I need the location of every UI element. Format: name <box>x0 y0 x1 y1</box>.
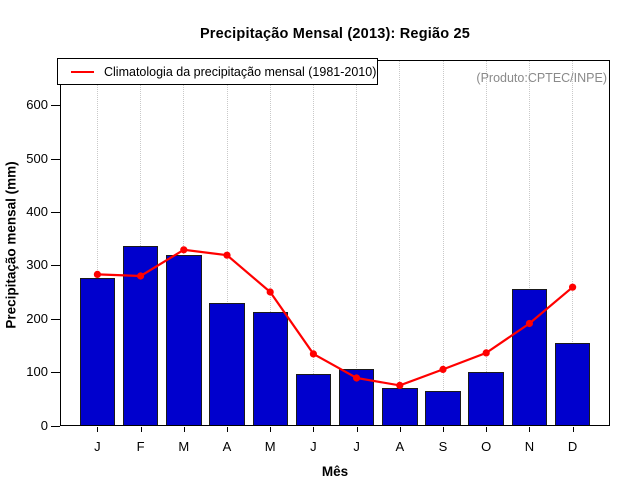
climatology-point-10 <box>482 349 490 357</box>
y-tick-label-300: 300 <box>26 257 48 273</box>
climatology-line-layer <box>93 246 577 389</box>
climatology-point-8 <box>396 381 404 389</box>
y-tick-label-100: 100 <box>26 364 48 380</box>
gridline-1 <box>96 60 98 426</box>
x-tick-11 <box>529 427 531 432</box>
x-tick-1 <box>97 427 99 432</box>
bar-6-J <box>295 374 332 426</box>
climatology-polyline <box>97 248 574 387</box>
legend-line-sample <box>71 70 94 73</box>
legend-label: Climatologia da precipitação mensal (198… <box>104 64 377 79</box>
y-axis-title: Precipitação mensal (mm) <box>3 161 19 329</box>
plot-area <box>60 60 610 426</box>
x-tick-12 <box>572 427 574 432</box>
y-tick-300 <box>51 265 60 267</box>
bar-11-N <box>511 288 548 426</box>
x-tick-3 <box>183 427 185 432</box>
x-tick-label-2-F: F <box>136 439 145 454</box>
climatology-point-4 <box>223 251 231 259</box>
climatology-point-12 <box>569 283 577 291</box>
gridline-12 <box>572 60 574 426</box>
y-tick-100 <box>51 372 60 374</box>
climatology-point-6 <box>309 350 317 358</box>
bar-3-M <box>166 254 202 426</box>
bar-12-D <box>554 342 591 426</box>
x-tick-label-3-M: M <box>178 439 190 454</box>
y-tick-200 <box>51 318 60 320</box>
x-tick-label-1-J: J <box>94 439 101 454</box>
gridline-4 <box>226 60 228 426</box>
y-tick-label-200: 200 <box>26 310 48 326</box>
x-tick-label-11-N: N <box>524 439 535 454</box>
bar-10-O <box>468 371 504 426</box>
x-tick-2 <box>140 427 142 432</box>
x-tick-7 <box>356 427 358 432</box>
y-tick-label-0: 0 <box>40 417 48 433</box>
bar-4-A <box>209 302 245 426</box>
climatology-point-5 <box>266 288 274 296</box>
annotation-produto: (Produto:CPTEC/INPE) <box>476 71 607 85</box>
gridline-6 <box>312 60 314 426</box>
gridline-11 <box>528 60 530 426</box>
climatology-point-11 <box>525 319 533 328</box>
x-tick-label-12-D: D <box>567 439 578 454</box>
y-tick-label-400: 400 <box>26 203 48 219</box>
climatology-point-1 <box>93 270 101 278</box>
gridline-5 <box>269 60 271 426</box>
x-tick-label-4-A: A <box>222 439 232 454</box>
x-tick-5 <box>270 427 272 432</box>
y-tick-600 <box>51 105 60 107</box>
bar-9-S <box>425 391 461 426</box>
x-tick-label-7-J: J <box>353 439 360 454</box>
legend: Climatologia da precipitação mensal (198… <box>57 58 378 85</box>
x-tick-label-9-S: S <box>438 439 448 454</box>
gridline-9 <box>442 60 444 426</box>
x-tick-label-10-O: O <box>481 439 492 454</box>
x-tick-9 <box>443 427 444 432</box>
y-tick-0 <box>51 425 60 427</box>
climatology-point-9 <box>439 365 447 373</box>
climatology-point-3 <box>180 246 188 254</box>
chart-title: Precipitação Mensal (2013): Região 25 <box>199 26 471 42</box>
gridline-8 <box>399 60 401 426</box>
y-tick-label-600: 600 <box>26 97 48 113</box>
bar-1-J <box>79 278 116 426</box>
x-tick-label-6-J: J <box>310 439 317 454</box>
x-tick-4 <box>227 427 228 432</box>
x-tick-8 <box>399 427 401 432</box>
x-tick-label-5-M: M <box>264 439 276 454</box>
x-tick-label-8-A: A <box>395 439 405 454</box>
gridline-2 <box>140 60 142 426</box>
climatology-point-2 <box>137 272 145 280</box>
climatology-point-7 <box>353 374 361 382</box>
x-tick-6 <box>313 427 315 432</box>
x-tick-10 <box>486 427 488 432</box>
y-tick-400 <box>51 211 60 213</box>
gridline-10 <box>485 60 487 426</box>
gridline-7 <box>356 60 358 426</box>
y-tick-label-500: 500 <box>26 150 48 166</box>
gridline-3 <box>183 60 185 426</box>
bar-5-M <box>252 311 288 426</box>
x-axis-title: Mês <box>321 464 349 479</box>
y-tick-500 <box>51 158 60 160</box>
